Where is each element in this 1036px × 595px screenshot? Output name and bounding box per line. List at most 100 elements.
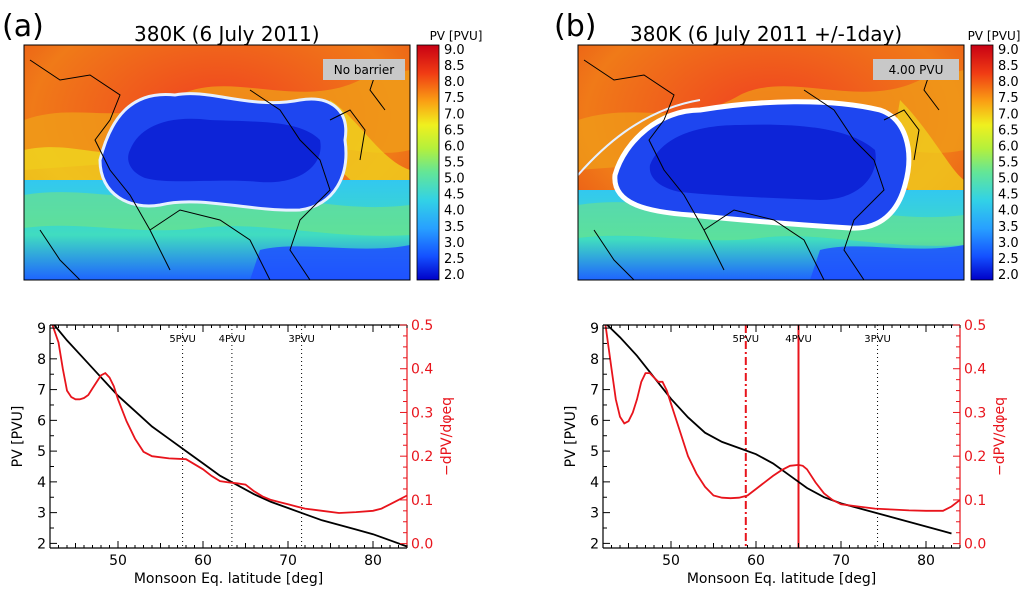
y-tick-label: 2 — [590, 536, 599, 552]
y-tick-label: 7 — [590, 383, 599, 399]
colorbar-tick-label: 6.0 — [444, 139, 465, 154]
colorbar-tick-label: 8.5 — [444, 59, 465, 74]
x-tick-label: 70 — [279, 553, 297, 569]
map-a-field — [24, 45, 410, 280]
colorbar-tick-label: 2.5 — [444, 252, 465, 267]
line-plot-b: 5PVU 4PVU 3PVU 50 60 70 80 2 3 4 5 6 7 8 9 0.0 0.1 0.2 0.3… — [563, 318, 1008, 587]
map-panel-a: (a) 380K (6 July 2011) — [2, 9, 482, 283]
map-a-badge: No barrier — [334, 63, 394, 77]
colorbar-tick-label: 7.5 — [444, 91, 465, 106]
map-a-title: 380K (6 July 2011) — [134, 22, 320, 46]
y-right-tick-label: 0.2 — [964, 449, 986, 465]
colorbar-tick-label: 9.0 — [998, 43, 1019, 58]
x-tick-label: 60 — [194, 553, 212, 569]
colorbar-tick-label: 6.0 — [998, 139, 1019, 154]
colorbar-b — [970, 44, 994, 281]
y-right-axis-label: −dPV/dφeq — [992, 397, 1008, 476]
map-panel-b: (b) 380K (6 July 2011 +/-1day) — [554, 9, 1020, 283]
y-tick-label: 6 — [590, 413, 599, 429]
y-right-tick-label: 0.1 — [411, 493, 433, 509]
map-b-field — [578, 45, 964, 280]
map-b-badge: 4.00 PVU — [889, 63, 944, 77]
colorbar-b-ticks: 9.08.58.07.57.06.56.05.55.04.54.03.53.02… — [998, 43, 1019, 283]
reference-line-label: 3PVU — [288, 334, 315, 345]
y-right-tick-label: 0.3 — [964, 405, 986, 421]
y-right-tick-label: 0.4 — [964, 362, 986, 378]
colorbar-tick-label: 2.0 — [998, 268, 1019, 283]
x-tick-label: 80 — [917, 553, 935, 569]
colorbar-tick-label: 5.0 — [998, 172, 1019, 187]
reference-line-label: 3PVU — [864, 334, 891, 345]
colorbar-tick-label: 4.5 — [444, 188, 465, 203]
colorbar-tick-label: 4.0 — [998, 204, 1019, 219]
y-right-tick-label: 0.2 — [411, 449, 433, 465]
y-right-tick-label: 0.1 — [964, 493, 986, 509]
y-tick-label: 6 — [37, 413, 46, 429]
colorbar-tick-label: 6.5 — [444, 123, 465, 138]
pv-series-line — [606, 324, 952, 535]
colorbar-tick-label: 7.0 — [998, 107, 1019, 122]
y-tick-label: 5 — [37, 444, 46, 460]
x-tick-label: 60 — [747, 553, 765, 569]
x-tick-label: 50 — [109, 553, 127, 569]
colorbar-tick-label: 8.0 — [998, 75, 1019, 90]
y-tick-label: 5 — [590, 444, 599, 460]
y-tick-label: 7 — [37, 383, 46, 399]
y-tick-label: 4 — [590, 475, 599, 491]
colorbar-tick-label: 7.0 — [444, 107, 465, 122]
colorbar-tick-label: 3.0 — [998, 236, 1019, 251]
colorbar-tick-label: 7.5 — [998, 91, 1019, 106]
y-tick-label: 3 — [590, 506, 599, 522]
y-right-tick-label: 0.5 — [964, 318, 986, 334]
x-axis-label: Monsoon Eq. latitude [deg] — [687, 571, 876, 587]
reference-line-label: 4PVU — [785, 334, 812, 345]
colorbar-tick-label: 8.5 — [998, 59, 1019, 74]
gradient-series-line — [51, 324, 408, 514]
colorbar-b-label: PV [PVU] — [968, 29, 1021, 43]
x-tick-label: 70 — [832, 553, 850, 569]
y-tick-label: 8 — [37, 352, 46, 368]
y-tick-label: 9 — [590, 321, 599, 337]
colorbar-tick-label: 4.5 — [998, 188, 1019, 203]
colorbar-tick-label: 5.5 — [998, 156, 1019, 171]
gradient-series-line — [604, 324, 961, 512]
colorbar-tick-label: 3.5 — [998, 220, 1019, 235]
y-right-tick-label: 0.0 — [964, 537, 986, 553]
y-tick-label: 3 — [37, 506, 46, 522]
colorbar-a — [416, 44, 440, 281]
colorbar-a-label: PV [PVU] — [430, 29, 483, 43]
y-right-tick-label: 0.4 — [411, 362, 433, 378]
colorbar-tick-label: 6.5 — [998, 123, 1019, 138]
colorbar-tick-label: 9.0 — [444, 43, 465, 58]
x-tick-label: 80 — [364, 553, 382, 569]
line-plot-a: 5PVU 4PVU 3PVU 50 60 70 80 2 3 4 5 6 7 8 9 0.0 0.1 0.2 0.3… — [10, 318, 455, 587]
y-tick-label: 9 — [37, 321, 46, 337]
reference-line-label: 4PVU — [219, 334, 246, 345]
pv-series-line — [53, 324, 408, 548]
x-axis-label: Monsoon Eq. latitude [deg] — [134, 571, 323, 587]
y-tick-label: 8 — [590, 352, 599, 368]
y-right-tick-label: 0.5 — [411, 318, 433, 334]
y-right-tick-label: 0.3 — [411, 405, 433, 421]
y-axis-label: PV [PVU] — [10, 406, 26, 468]
colorbar-tick-label: 8.0 — [444, 75, 465, 90]
y-tick-label: 2 — [37, 536, 46, 552]
colorbar-tick-label: 4.0 — [444, 204, 465, 219]
map-b-title: 380K (6 July 2011 +/-1day) — [630, 22, 902, 46]
y-right-tick-label: 0.0 — [411, 537, 433, 553]
colorbar-tick-label: 5.0 — [444, 172, 465, 187]
colorbar-a-ticks: 9.08.58.07.57.06.56.05.55.04.54.03.53.02… — [444, 43, 465, 283]
coastlines-b — [583, 59, 940, 280]
reference-line-label: 5PVU — [169, 334, 196, 345]
colorbar-tick-label: 2.0 — [444, 268, 465, 283]
colorbar-tick-label: 3.5 — [444, 220, 465, 235]
y-right-axis-label: −dPV/dφeq — [439, 397, 455, 476]
y-tick-label: 4 — [37, 475, 46, 491]
y-axis-label: PV [PVU] — [563, 406, 579, 468]
panel-a-label: (a) — [2, 9, 44, 44]
colorbar-tick-label: 5.5 — [444, 156, 465, 171]
panel-b-label: (b) — [554, 9, 596, 44]
colorbar-tick-label: 3.0 — [444, 236, 465, 251]
colorbar-tick-label: 2.5 — [998, 252, 1019, 267]
